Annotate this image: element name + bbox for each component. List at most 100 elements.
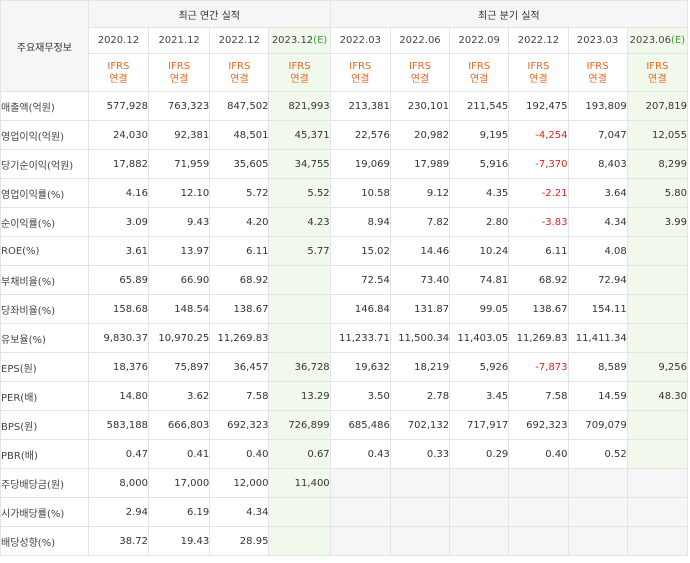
annual-header: 최근 연간 실적 (87, 0, 331, 28)
row-label: 당기순이익(억원) (0, 149, 89, 179)
consolidated-label: 연결 (529, 73, 548, 85)
ifrs-label: IFRS (586, 60, 609, 72)
value-cell: 2.80 (449, 207, 510, 237)
value-cell: 138.67 (209, 294, 270, 324)
value-cell: 6.11 (508, 236, 569, 266)
value-cell: 583,188 (87, 410, 150, 440)
consolidated-label: 연결 (169, 73, 189, 85)
value-cell: 9,256 (626, 352, 689, 382)
period-label: 2023.06 (629, 35, 671, 46)
value-cell: 9,195 (449, 120, 510, 150)
value-cell: 192,475 (508, 91, 569, 121)
value-cell: 7,047 (567, 120, 628, 150)
value-cell: 45,371 (268, 120, 331, 150)
row-label: BPS(원) (0, 410, 89, 440)
value-cell (508, 526, 569, 556)
value-cell: 7.82 (389, 207, 451, 237)
value-cell (389, 526, 451, 556)
value-cell (626, 468, 689, 498)
value-cell: 11,500.34 (389, 323, 451, 353)
value-cell (508, 468, 569, 498)
value-cell: 6.11 (209, 236, 270, 266)
period-label: 2023.12 (271, 35, 314, 46)
value-cell (389, 497, 451, 527)
row-label: 부채비율(%) (0, 265, 89, 295)
value-cell: 0.67 (268, 439, 331, 469)
value-cell: 65.89 (87, 265, 150, 295)
ifrs-basis-header: IFRS 연결 (508, 53, 569, 92)
period-header: 2022.03 (329, 27, 391, 54)
value-cell: 17,000 (147, 468, 211, 498)
consolidated-label: 연결 (410, 73, 430, 85)
value-cell (626, 236, 689, 266)
value-cell (268, 265, 331, 295)
ifrs-label: IFRS (228, 60, 251, 72)
value-cell: 138.67 (508, 294, 569, 324)
value-cell: 48,501 (209, 120, 270, 150)
period-header: 2022.12 (508, 27, 569, 54)
ifrs-label: IFRS (168, 60, 191, 72)
value-cell: 230,101 (389, 91, 451, 121)
period-label: 2022.06 (399, 35, 441, 46)
value-cell: 17,989 (389, 149, 451, 179)
value-cell: 19,069 (329, 149, 391, 179)
row-label: 시가배당률(%) (0, 497, 89, 527)
value-cell (626, 410, 689, 440)
value-cell: 9.43 (147, 207, 211, 237)
value-cell (567, 468, 628, 498)
consolidated-label: 연결 (290, 73, 309, 85)
value-cell: 12,055 (626, 120, 689, 150)
value-cell: 7.58 (508, 381, 569, 411)
value-cell: -7,873 (508, 352, 569, 382)
ifrs-basis-header: IFRS 연결 (389, 53, 451, 92)
value-cell: 99.05 (449, 294, 510, 324)
value-cell (626, 439, 689, 469)
ifrs-label: IFRS (646, 60, 669, 72)
value-cell: 34,755 (268, 149, 331, 179)
value-cell: 0.47 (87, 439, 150, 469)
value-cell (626, 526, 689, 556)
value-cell: 821,993 (268, 91, 331, 121)
value-cell: 72.94 (567, 265, 628, 295)
table-row: PBR(배) 0.47 0.41 0.40 0.67 0.43 0.33 0.29 0.40 0.… (0, 439, 689, 469)
ifrs-basis-header: IFRS 연결 (87, 53, 150, 92)
row-label: EPS(원) (0, 352, 89, 382)
value-cell: 3.61 (87, 236, 150, 266)
value-cell (329, 468, 391, 498)
value-cell: 4.08 (567, 236, 628, 266)
consolidated-label: 연결 (648, 73, 667, 85)
row-label: 영업이익(억원) (0, 120, 89, 150)
ifrs-basis-header: IFRS 연결 (626, 53, 689, 92)
value-cell: 72.54 (329, 265, 391, 295)
value-cell: 13.97 (147, 236, 211, 266)
value-cell: 17,882 (87, 149, 150, 179)
ifrs-label: IFRS (408, 60, 431, 72)
corner-label: 주요재무정보 (0, 0, 89, 92)
value-cell: 0.43 (329, 439, 391, 469)
value-cell: 0.29 (449, 439, 510, 469)
value-cell: 6.19 (147, 497, 211, 527)
row-label: PBR(배) (0, 439, 89, 469)
row-label: PER(배) (0, 381, 89, 411)
ifrs-label: IFRS (468, 60, 491, 72)
period-header: 2021.12 (147, 27, 211, 54)
value-cell: 11,403.05 (449, 323, 510, 353)
value-cell: 4.20 (209, 207, 270, 237)
table-row: ROE(%) 3.61 13.97 6.11 5.77 15.02 14.46 10.24 6.… (0, 236, 689, 266)
table-row: 배당성향(%) 38.72 19.43 28.95 (0, 526, 689, 556)
value-cell: 9,830.37 (87, 323, 150, 353)
value-cell: 3.45 (449, 381, 510, 411)
row-label: 순이익률(%) (0, 207, 89, 237)
period-header: 2020.12 (87, 27, 150, 54)
value-cell: 131.87 (389, 294, 451, 324)
value-cell: 14.80 (87, 381, 150, 411)
value-cell: 71,959 (147, 149, 211, 179)
value-cell: 0.52 (567, 439, 628, 469)
value-cell: -7,370 (508, 149, 569, 179)
value-cell (626, 294, 689, 324)
table-row: PER(배) 14.80 3.62 7.58 13.29 3.50 2.78 3.45 7.58… (0, 381, 689, 411)
period-label: 2023.03 (576, 35, 619, 46)
quarterly-header: 최근 분기 실적 (329, 0, 689, 28)
period-header: 2023.12(E) (268, 27, 331, 54)
value-cell: 22,576 (329, 120, 391, 150)
